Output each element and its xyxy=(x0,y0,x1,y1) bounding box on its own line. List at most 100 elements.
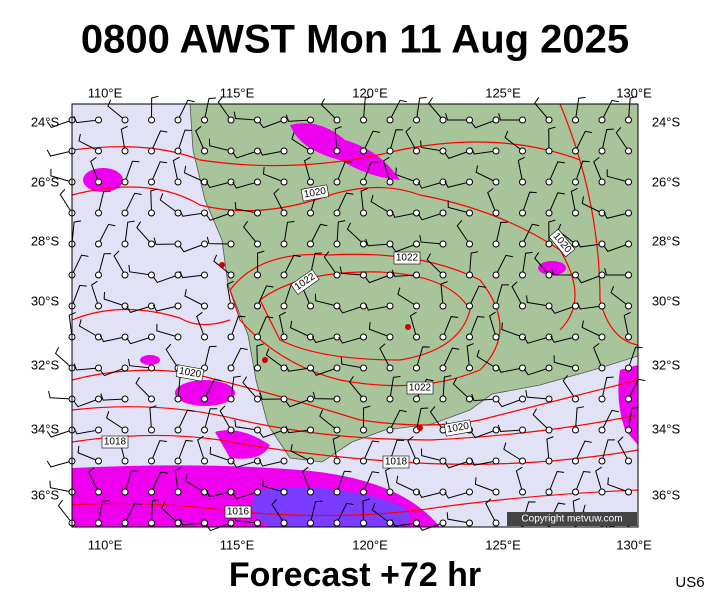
wind-barb xyxy=(314,293,338,307)
lat-label-left: 36°S xyxy=(31,487,60,502)
barb-station xyxy=(148,395,155,403)
barb-station xyxy=(413,240,420,248)
wind-barb xyxy=(534,97,550,121)
barb-station xyxy=(227,178,235,186)
wind-barb xyxy=(312,391,338,400)
wind-barb xyxy=(384,466,392,493)
wind-barb xyxy=(419,235,444,245)
barb-station xyxy=(280,426,288,434)
contour-label-box xyxy=(382,455,410,469)
wind-barb xyxy=(495,284,509,307)
barb-station xyxy=(307,488,314,496)
barb-station xyxy=(413,271,420,279)
barb-station xyxy=(307,333,314,341)
barb-station xyxy=(174,488,182,496)
lat-label-left: 24°S xyxy=(31,114,60,129)
wind-barb xyxy=(417,522,444,531)
wind-barb xyxy=(469,285,486,307)
barb-station xyxy=(519,271,526,279)
barb-station xyxy=(439,116,447,124)
lat-label-right: 34°S xyxy=(652,421,681,436)
stations xyxy=(219,262,423,431)
barb-station xyxy=(307,457,314,465)
wind-barb xyxy=(442,347,460,369)
barb-station xyxy=(413,178,420,186)
barb-station xyxy=(413,147,420,155)
wind-barb xyxy=(73,427,99,435)
wind-barb xyxy=(257,250,265,276)
barb-station xyxy=(386,209,394,217)
wind-barb xyxy=(610,285,629,307)
barb-station xyxy=(545,333,553,341)
barb-station xyxy=(439,519,447,527)
barb-station xyxy=(121,457,129,465)
barb-station xyxy=(492,333,500,341)
barb-station xyxy=(625,116,632,124)
barb-station xyxy=(572,364,579,372)
barb-station xyxy=(333,178,341,186)
wind-barb xyxy=(46,149,73,157)
wind-barb xyxy=(209,446,232,462)
barb-station xyxy=(95,519,102,527)
wind-barb xyxy=(68,312,76,338)
barb-station xyxy=(466,333,473,341)
wind-barb xyxy=(405,126,417,152)
wind-barb xyxy=(548,126,556,152)
barb-station xyxy=(254,209,261,217)
wind-barb xyxy=(420,448,444,462)
wind-barb xyxy=(151,95,159,121)
contour-label: 1022 xyxy=(409,383,432,394)
wind-barb xyxy=(365,238,391,247)
wind-barb xyxy=(195,126,205,152)
wind-barb xyxy=(396,475,417,493)
wind-barb xyxy=(271,498,285,524)
barb-station xyxy=(254,519,261,527)
wind-barb xyxy=(429,406,444,431)
barb-station xyxy=(254,271,261,279)
wind-barb xyxy=(310,500,323,524)
wind-barb xyxy=(628,346,643,369)
lon-label-bottom: 110°E xyxy=(88,537,123,552)
wind-barb xyxy=(363,405,371,431)
wind-barb xyxy=(219,405,232,431)
map-frame xyxy=(71,103,639,528)
barb-station xyxy=(174,395,182,403)
barb-station xyxy=(439,271,447,279)
wind-barb xyxy=(426,253,444,276)
barb-station xyxy=(254,302,261,310)
wind-barb xyxy=(88,467,99,493)
barb-station xyxy=(307,240,314,248)
barb-station xyxy=(280,147,288,155)
barb-station xyxy=(466,209,473,217)
barb-station xyxy=(333,240,341,248)
barb-station xyxy=(545,240,553,248)
barb-station xyxy=(413,333,420,341)
barb-station xyxy=(201,395,208,403)
barb-station xyxy=(439,147,447,155)
wind-barb xyxy=(99,335,126,343)
wind-barb xyxy=(91,280,99,307)
wind-barb xyxy=(258,429,285,439)
wind-barb xyxy=(371,503,391,524)
wind-barb xyxy=(73,363,99,371)
wind-barb xyxy=(339,266,364,276)
wind-barb xyxy=(291,132,311,152)
barb-station xyxy=(572,395,579,403)
contour-label-box xyxy=(393,251,421,265)
barb-station xyxy=(121,302,129,310)
barb-station xyxy=(201,147,208,155)
wind-barb xyxy=(336,502,354,524)
barb-station xyxy=(333,271,341,279)
barb-station xyxy=(492,271,500,279)
contour-label: 1018 xyxy=(104,437,127,448)
wind-barb xyxy=(446,512,470,524)
barb-station xyxy=(545,488,553,496)
barb-station xyxy=(439,395,447,403)
wind-barb xyxy=(196,311,205,338)
wind-barb xyxy=(278,311,286,338)
barb-station xyxy=(254,240,261,248)
wind-barb xyxy=(416,346,430,369)
wind-barb xyxy=(526,295,550,307)
wind-barb xyxy=(217,96,232,121)
model-code: US6 xyxy=(675,574,704,591)
